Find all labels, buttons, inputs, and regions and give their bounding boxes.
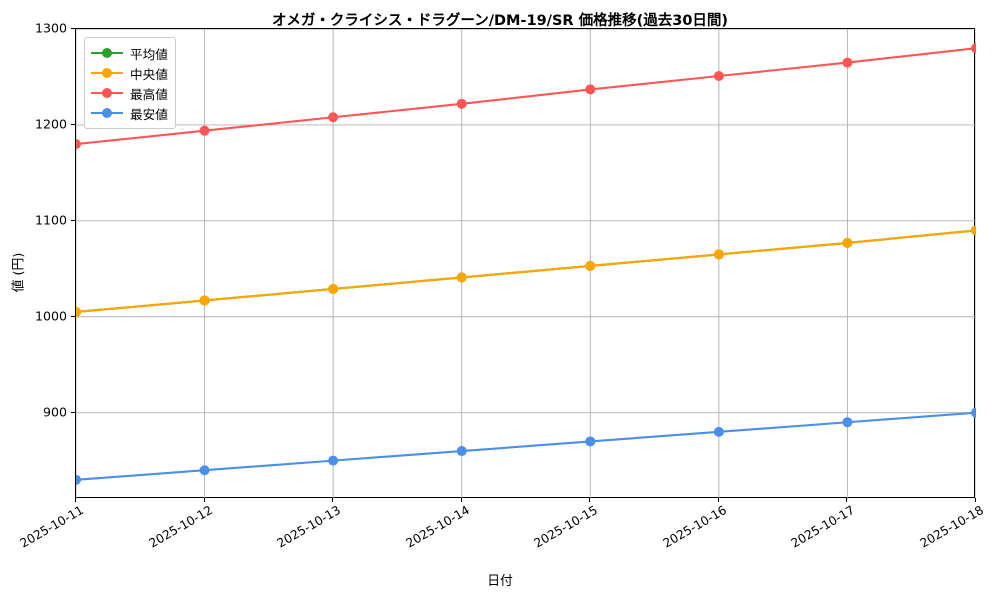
y-tick-label: 1300	[34, 20, 67, 36]
y-tick-label: 900	[42, 404, 67, 420]
y-tick-mark	[71, 123, 75, 125]
y-tick-label: 1000	[34, 308, 67, 324]
legend-label: 最高値	[130, 86, 168, 102]
series-line	[76, 229, 976, 314]
data-point	[842, 57, 853, 68]
gridlines	[76, 29, 976, 499]
data-point	[842, 417, 853, 428]
x-tick-mark	[460, 498, 462, 502]
y-axis-label: 値 (円)	[11, 252, 27, 293]
x-tick-mark	[589, 498, 591, 502]
legend-marker-icon	[102, 68, 112, 78]
data-point	[76, 306, 81, 317]
legend-marker-icon	[102, 108, 112, 118]
x-axis-label: 日付	[487, 574, 513, 589]
series-4	[76, 407, 976, 485]
legend-label: 中央値	[130, 66, 168, 82]
data-point	[328, 455, 339, 466]
plot-area	[75, 28, 976, 499]
legend-swatch-icon	[91, 86, 123, 100]
data-point	[456, 98, 467, 109]
legend-item-4[interactable]: 最安値	[91, 103, 168, 123]
data-point	[76, 474, 81, 485]
data-point	[971, 43, 976, 54]
y-tick-mark	[71, 28, 75, 29]
legend-swatch-icon	[91, 46, 123, 60]
chart-legend: 平均値中央値最高値最安値	[84, 37, 176, 129]
data-point	[971, 407, 976, 418]
legend-label: 最安値	[130, 106, 168, 122]
legend-swatch-icon	[91, 66, 123, 80]
data-point	[328, 112, 339, 123]
y-tick-label: 1100	[34, 212, 67, 228]
x-tick-mark	[332, 498, 334, 502]
x-tick-mark	[75, 498, 76, 502]
x-tick-mark	[203, 498, 205, 502]
data-point	[76, 139, 81, 150]
series-line	[76, 47, 976, 146]
legend-item-1[interactable]: 平均値	[91, 43, 168, 63]
data-point	[199, 125, 210, 136]
data-point	[199, 295, 210, 306]
legend-item-3[interactable]: 最高値	[91, 83, 168, 103]
series-line	[76, 411, 976, 481]
x-tick-mark	[846, 498, 848, 502]
x-tick-mark	[975, 498, 976, 502]
legend-swatch-icon	[91, 106, 123, 120]
y-tick-mark	[71, 411, 75, 413]
data-point	[456, 272, 467, 283]
data-point	[971, 225, 976, 236]
data-point	[713, 71, 724, 81]
y-tick-label: 1200	[34, 116, 67, 132]
legend-marker-icon	[102, 48, 112, 58]
x-tick-mark	[717, 498, 719, 502]
legend-item-2[interactable]: 中央値	[91, 63, 168, 83]
data-point	[585, 84, 596, 95]
data-point	[456, 446, 467, 457]
chart-figure: オメガ・クライシス・ドラグーン/DM-19/SR 価格推移(過去30日間) 90…	[11, 13, 986, 589]
chart-title: オメガ・クライシス・ドラグーン/DM-19/SR 価格推移(過去30日間)	[271, 13, 729, 29]
data-point	[713, 249, 724, 260]
plot-svg	[76, 29, 976, 499]
data-point	[713, 426, 724, 437]
legend-label: 平均値	[130, 46, 168, 62]
series-3	[76, 43, 976, 150]
y-tick-mark	[71, 315, 75, 317]
data-point	[199, 465, 210, 476]
data-point	[328, 283, 339, 294]
data-point	[842, 237, 853, 248]
data-point	[585, 436, 596, 447]
series-2	[76, 225, 976, 317]
legend-marker-icon	[102, 88, 112, 98]
data-point	[585, 260, 596, 271]
series-group	[76, 43, 976, 485]
y-tick-mark	[71, 219, 75, 221]
